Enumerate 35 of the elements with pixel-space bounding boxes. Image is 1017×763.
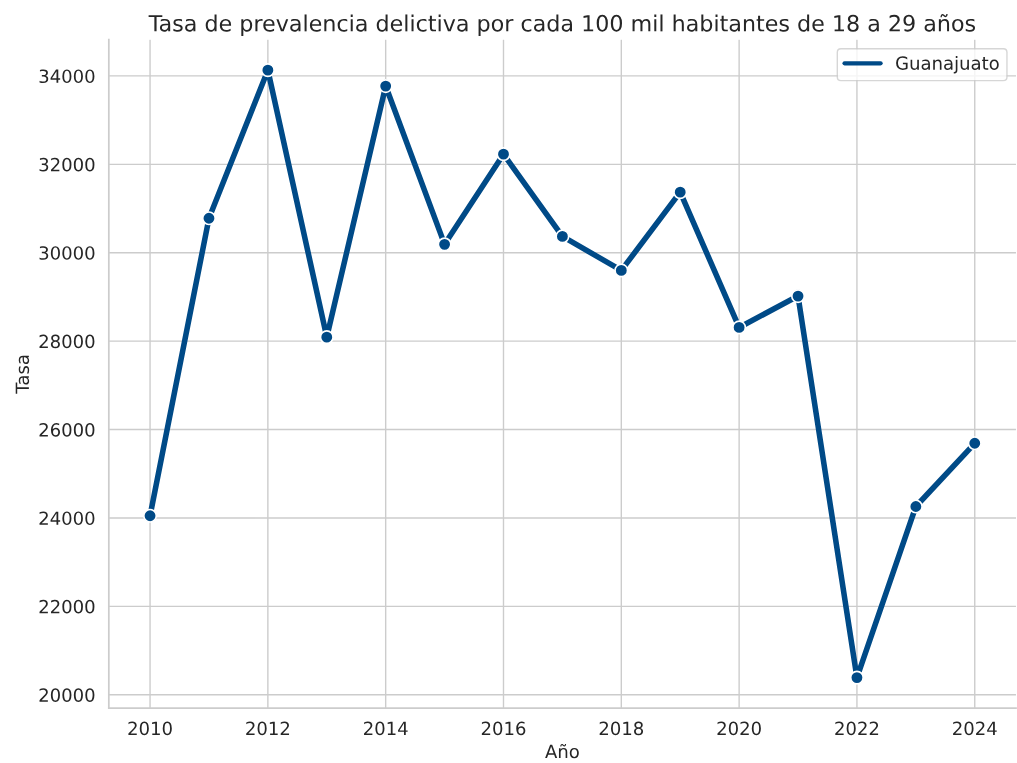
point — [732, 320, 747, 335]
x-tick-label: 2016 — [481, 721, 526, 736]
x-tick-label: 2020 — [717, 721, 761, 736]
point — [967, 436, 982, 451]
x-tick-label: 2024 — [953, 721, 997, 736]
point — [496, 147, 511, 162]
y-tick-label: 34000 — [39, 69, 95, 84]
y-tick-label: 26000 — [39, 423, 95, 437]
point — [614, 263, 629, 278]
point — [201, 211, 217, 226]
x-tick-label: 2014 — [364, 721, 408, 736]
x-tick-label: 2010 — [128, 721, 172, 736]
y-tick-label: 32000 — [39, 157, 95, 172]
chart-title: Tasa de prevalencia delictiva por cada 100 mil habitantes de 18 a 29 años — [148, 14, 976, 36]
y-axis-title: Tasa — [15, 355, 30, 394]
y-tick-label: 20000 — [39, 688, 95, 702]
point — [673, 185, 688, 200]
point — [378, 79, 393, 94]
point — [142, 508, 158, 523]
legend-label: Guanajuato — [896, 55, 999, 74]
x-axis-title: Año — [545, 743, 579, 759]
point — [555, 229, 570, 244]
y-tick-label: 22000 — [39, 599, 95, 614]
x-tick-label: 2012 — [246, 721, 290, 736]
point — [319, 330, 334, 345]
x-tick-label: 2022 — [835, 721, 879, 736]
point — [437, 237, 452, 252]
point — [849, 670, 865, 685]
point — [260, 63, 275, 78]
y-tick-label: 30000 — [39, 246, 95, 260]
point — [908, 499, 923, 514]
point — [790, 288, 806, 304]
x-tick-label: 2018 — [599, 721, 644, 736]
y-tick-label: 24000 — [39, 511, 95, 526]
y-tick-label: 28000 — [39, 334, 95, 349]
